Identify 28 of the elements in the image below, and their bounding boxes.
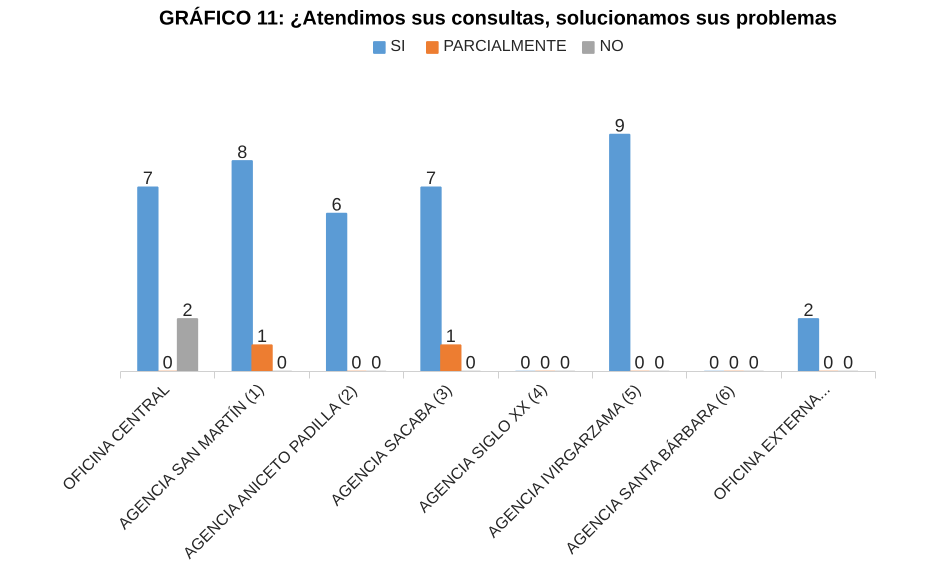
legend-label: SI (390, 38, 406, 56)
data-label: 7 (426, 168, 436, 188)
data-label: 0 (466, 352, 476, 372)
legend-label: PARCIALMENTE (443, 38, 567, 56)
data-label: 0 (728, 352, 739, 372)
data-label: 1 (257, 326, 268, 346)
data-label: 7 (142, 168, 153, 188)
data-label: 0 (634, 352, 645, 372)
data-label: 0 (654, 352, 664, 372)
data-label: 0 (560, 352, 570, 372)
data-label: 0 (823, 352, 834, 372)
data-label: 1 (446, 326, 456, 346)
chart-title: GRÁFICO 11: ¿Atendimos sus consultas, solucionamos sus problemas (159, 6, 837, 30)
data-label: 2 (803, 300, 814, 320)
data-label: 0 (276, 352, 287, 372)
data-label: 6 (332, 194, 342, 215)
legend-label: NO (600, 38, 624, 56)
data-label: 0 (748, 352, 759, 372)
data-label: 0 (371, 352, 382, 372)
data-label: 0 (520, 352, 530, 372)
data-label: 0 (709, 352, 720, 372)
data-label: 9 (614, 116, 625, 136)
data-label: 2 (182, 300, 193, 320)
data-label: 0 (162, 352, 173, 372)
data-label: 0 (540, 352, 550, 372)
data-label: 8 (237, 142, 248, 162)
data-label: 0 (843, 352, 854, 372)
data-label: 0 (351, 352, 362, 372)
